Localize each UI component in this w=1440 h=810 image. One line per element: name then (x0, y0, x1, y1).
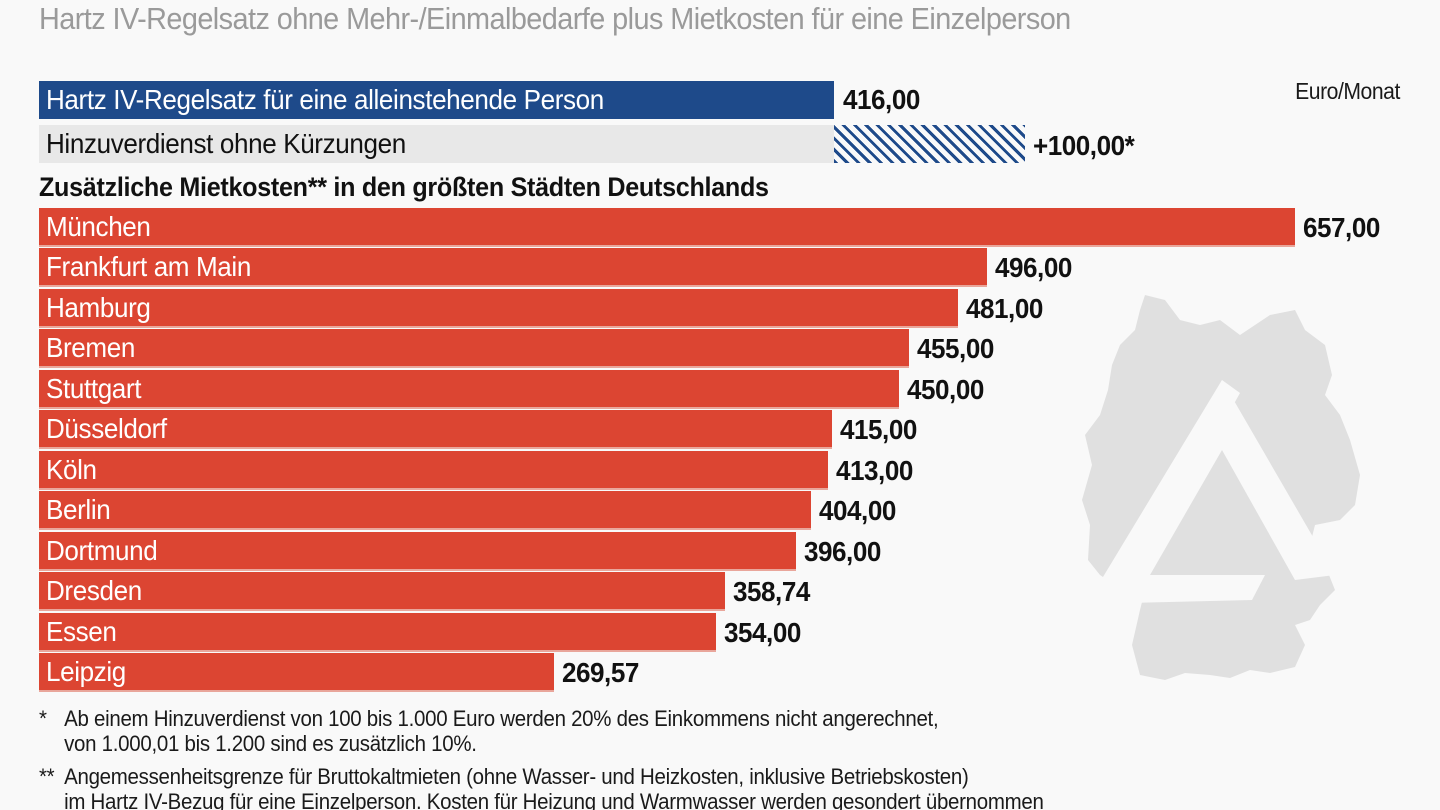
city-bar-value: 269,57 (562, 657, 639, 688)
city-bar-label: Stuttgart (46, 373, 142, 404)
city-bar-value: 358,74 (733, 576, 810, 607)
regelsatz-bar: Hartz IV-Regelsatz für eine alleinstehen… (39, 81, 834, 119)
footnote-1: * Ab einem Hinzuverdienst von 100 bis 1.0… (39, 706, 939, 756)
hinzuverdienst-hatched-bar (834, 125, 1025, 163)
regelsatz-value: 416,00 (843, 84, 920, 115)
footnote-2: ** Angemessenheitsgrenze für Bruttokaltmi… (39, 764, 1044, 810)
footnote-2-line-2: im Hartz IV-Bezug für eine Einzelperson.… (64, 789, 1044, 810)
city-bar-value: 354,00 (724, 617, 801, 648)
city-bar-label: Bremen (46, 332, 135, 363)
hinzuverdienst-value: +100,00* (1033, 130, 1135, 161)
city-bar: Leipzig (39, 653, 554, 692)
city-bar-label: Frankfurt am Main (46, 251, 251, 282)
city-bar: Düsseldorf (39, 410, 832, 449)
city-bar-value: 657,00 (1303, 212, 1380, 243)
section-title: Zusätzliche Mietkosten** in den größten … (39, 172, 769, 202)
city-bar-label: Leipzig (46, 656, 126, 687)
city-bar: Berlin (39, 491, 811, 530)
city-bar-value: 481,00 (966, 293, 1043, 324)
city-bar-value: 404,00 (819, 495, 896, 526)
hinzuverdienst-bar: Hinzuverdienst ohne Kürzungen (39, 125, 834, 163)
hinzuverdienst-label: Hinzuverdienst ohne Kürzungen (46, 128, 406, 159)
chart-title: Hartz IV-Regelsatz ohne Mehr-/Einmalbeda… (39, 1, 1071, 36)
city-bar-label: Dortmund (46, 535, 158, 566)
city-bar-label: Essen (46, 616, 117, 647)
footnote-2-line-1: Angemessenheitsgrenze für Bruttokaltmiet… (64, 764, 969, 789)
city-bar-label: München (46, 211, 151, 242)
footnote-2-mark: ** (39, 764, 55, 789)
city-bar-value: 415,00 (840, 414, 917, 445)
footnote-1-line-2: von 1.000,01 bis 1.200 sind es zusätzlic… (64, 731, 477, 756)
city-bar: Frankfurt am Main (39, 248, 987, 287)
city-bar: Essen (39, 613, 716, 652)
city-bar-label: Köln (46, 454, 97, 485)
city-bar-value: 396,00 (804, 536, 881, 567)
city-bar: Stuttgart (39, 370, 899, 409)
germany-map-icon (1080, 295, 1360, 680)
city-bar: München (39, 208, 1295, 247)
city-bar-value: 496,00 (995, 252, 1072, 283)
city-bar: Dresden (39, 572, 725, 611)
city-bar: Köln (39, 451, 828, 490)
city-bar-label: Düsseldorf (46, 413, 167, 444)
city-bar: Hamburg (39, 289, 958, 328)
germany-map-watermark (1070, 275, 1370, 695)
city-bar-label: Berlin (46, 494, 111, 525)
regelsatz-label: Hartz IV-Regelsatz für eine alleinstehen… (46, 84, 604, 115)
city-bar: Bremen (39, 329, 909, 368)
city-bar-value: 450,00 (907, 374, 984, 405)
city-bar: Dortmund (39, 532, 796, 571)
city-bar-label: Dresden (46, 575, 142, 606)
city-bar-label: Hamburg (46, 292, 151, 323)
footnote-1-mark: * (39, 706, 47, 731)
city-bar-value: 413,00 (836, 455, 913, 486)
footnote-1-line-1: Ab einem Hinzuverdienst von 100 bis 1.00… (64, 706, 939, 731)
unit-label: Euro/Monat (1295, 78, 1400, 104)
city-bar-value: 455,00 (917, 333, 994, 364)
